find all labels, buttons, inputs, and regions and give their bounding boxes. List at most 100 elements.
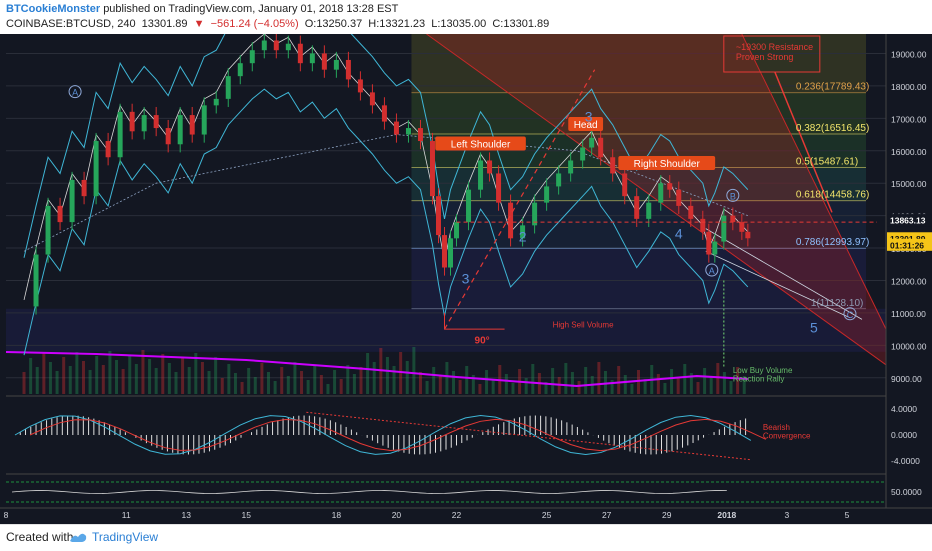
volume-bar	[524, 378, 528, 394]
volume-bar	[551, 368, 555, 394]
wave-label: 4	[675, 225, 683, 241]
rsi-line	[11, 490, 727, 494]
tradingview-brand-link[interactable]: TradingView	[92, 530, 159, 544]
head-label-bg	[568, 117, 604, 132]
candle-body	[676, 189, 682, 206]
volume-bar	[253, 377, 257, 394]
date-tick-label: 2018	[717, 510, 736, 520]
candle-body	[141, 115, 147, 132]
candle-body	[333, 59, 339, 70]
candle-body	[646, 202, 652, 219]
volume-bar	[570, 372, 574, 394]
volume-bar	[359, 367, 363, 394]
price-badge-label: 13863.13	[890, 216, 926, 226]
volume-bar	[656, 374, 660, 394]
date-tick-label: 18	[332, 510, 342, 520]
price-chart[interactable]: 0.236(17789.43) 0.382(16516.45) 0.5(15487.…	[0, 34, 932, 524]
volume-bar	[333, 370, 337, 394]
wave-circle	[726, 188, 740, 202]
volume-bar	[709, 377, 713, 394]
candle-body	[273, 40, 279, 51]
volume-bar	[240, 382, 244, 394]
volume-bar	[531, 364, 535, 394]
volume-bar	[366, 353, 370, 394]
price-tick-label: 11000.00	[891, 309, 926, 319]
volume-bar	[485, 370, 489, 394]
volume-bar	[722, 372, 726, 394]
candle-body	[466, 189, 472, 223]
volume-bar	[121, 369, 125, 394]
volume-bar	[689, 373, 693, 394]
volume-bar	[742, 376, 746, 394]
published-text: published on TradingView.com, January 01…	[103, 3, 399, 15]
candle-body	[622, 173, 628, 197]
volume-bar	[68, 366, 72, 394]
candle-body	[730, 215, 736, 223]
volume-bar	[22, 372, 26, 394]
date-tick-label: 29	[662, 510, 672, 520]
candle-body	[441, 235, 447, 268]
candle-body	[285, 43, 291, 51]
price-tick-label: 16000.00	[891, 147, 927, 157]
candle-body	[45, 205, 51, 255]
candle-body	[405, 128, 411, 135]
bollinger-upper-band	[23, 34, 749, 258]
candle-body	[369, 92, 375, 106]
volume-bar	[392, 366, 396, 394]
volume-bar	[564, 363, 568, 394]
volume-bar	[445, 362, 449, 394]
volume-bar	[108, 351, 112, 394]
volume-bar	[313, 366, 317, 394]
wave-label: 3	[462, 271, 470, 287]
volume-bar	[676, 378, 680, 394]
date-tick-label: 13	[181, 510, 191, 520]
left-shoulder-label-bg	[435, 136, 526, 151]
volume-bar	[471, 375, 475, 394]
volume-bar	[729, 381, 733, 394]
candle-body	[532, 202, 538, 226]
volume-bar	[29, 358, 33, 394]
candle-body	[225, 76, 231, 99]
candle-body	[321, 53, 327, 70]
volume-bar	[405, 361, 409, 394]
volume-bar	[452, 371, 456, 394]
wave-label: 3	[585, 109, 593, 125]
resistance-note-box	[723, 35, 821, 73]
volume-bar	[326, 384, 330, 394]
fib-level-label: 1(11128.10)	[811, 298, 863, 309]
macd-tick-label: -4.0000	[891, 456, 920, 466]
candle-body	[556, 173, 562, 187]
candle-body	[105, 141, 111, 158]
price-tick-label: 12000.00	[891, 276, 927, 286]
volume-bar	[266, 372, 270, 394]
author-link[interactable]: BTCookieMonster	[6, 3, 101, 15]
price-tick-label: 18000.00	[891, 82, 927, 92]
volume-bar	[346, 365, 350, 394]
candle-body	[478, 160, 484, 190]
chart-footer: Created with TradingView	[0, 524, 932, 551]
volume-bar	[465, 366, 469, 394]
candle-body	[448, 238, 454, 268]
volume-bar	[372, 362, 376, 394]
wave-label: B	[730, 191, 736, 201]
head-label: Head	[574, 120, 598, 131]
candle-body	[487, 160, 493, 174]
candle-body	[129, 111, 135, 132]
price-tick-label: 9000.00	[891, 374, 922, 384]
volume-bar	[181, 358, 185, 394]
wave-label: 2	[519, 229, 527, 245]
candle-body	[345, 59, 351, 80]
volume-bar	[220, 378, 224, 394]
volume-bar	[339, 379, 343, 394]
bearish-convergence-label: Bearish Convergence	[763, 423, 811, 441]
volume-bar	[511, 383, 515, 394]
volume-bar	[352, 374, 356, 394]
candle-body	[57, 205, 63, 223]
price-tick-label: 17000.00	[891, 114, 927, 124]
symbol-label[interactable]: COINBASE:BTCUSD, 240	[6, 18, 136, 30]
volume-bar	[161, 354, 165, 394]
right-shoulder-label-bg	[618, 155, 716, 170]
date-tick-label: 5	[845, 510, 850, 520]
wave-circle	[68, 85, 82, 99]
volume-bar	[637, 370, 641, 394]
